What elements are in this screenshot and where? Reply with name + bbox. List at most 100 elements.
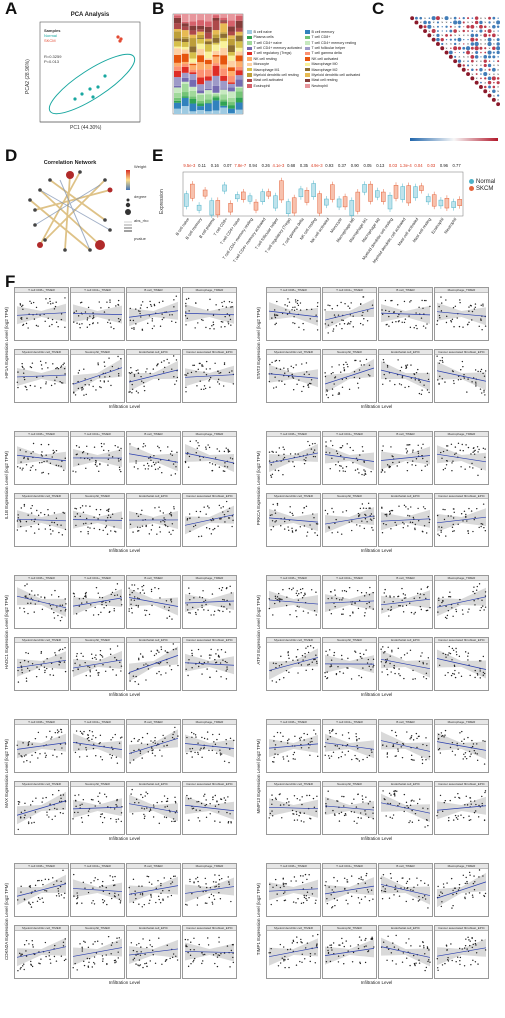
gene-ylabel: CDKN2A Expression Level (log2 TPM) (4, 883, 9, 960)
scatter-plot-title: T cell CD8+_TIMER (267, 432, 320, 437)
scatter-plot: Cancer associated fibroblast_EPIC (434, 349, 489, 403)
scatter-plot: Myeloid dendritic cell_TIMER (266, 781, 321, 835)
bar-segment (174, 100, 181, 103)
svg-text:×: × (484, 81, 486, 85)
scatter-plot-title: T cell CD4+_TIMER (71, 864, 124, 869)
bar-segment (204, 88, 212, 91)
scatter-plot-title: Neutrophil_TIMER (71, 926, 124, 931)
scatter-plot: Myeloid dendritic cell_TIMER (14, 925, 69, 979)
infiltration-xlabel: Infiltration Level (360, 980, 393, 985)
pvalue-label: 0.35 (300, 163, 309, 168)
bar-segment (220, 105, 228, 108)
svg-text:×: × (489, 72, 491, 76)
box-normal (413, 186, 418, 199)
panel-label-f: F (5, 272, 16, 291)
box-normal (235, 194, 240, 200)
svg-text:×: × (493, 72, 495, 76)
barplot-legend-label: Neutrophil (311, 83, 328, 88)
bar-segment (212, 44, 220, 51)
scatter-plot: Endothelial cell_EPIC (378, 781, 433, 835)
box-skcm (317, 193, 322, 214)
scatter-plot: Neutrophil_TIMER (322, 925, 377, 979)
bar-segment (197, 25, 205, 30)
scatter-plot-title: T cell CD4+_TIMER (323, 576, 376, 581)
pvalue-label: 4.1e-3 (273, 163, 286, 168)
bar-segment (204, 111, 212, 114)
gene-ylabel: ATF3 Expression Level (log2 TPM) (256, 595, 261, 665)
svg-text:×: × (484, 21, 486, 25)
pvalue-label: 0.96 (440, 163, 449, 168)
scatter-plot-title: Myeloid dendritic cell_TIMER (15, 494, 68, 499)
scatter-plot: Endothelial cell_EPIC (126, 637, 181, 691)
stacked-barplot (172, 13, 244, 115)
svg-text:×: × (424, 16, 426, 20)
gene-ylabel: PRKCA Expression Level (log2 TPM) (256, 451, 261, 526)
bar-segment (181, 66, 189, 73)
box-skcm (228, 203, 233, 213)
box-normal (362, 184, 367, 193)
gene-ylabel: IL1B Expression Level (log2 TPM) (4, 451, 9, 520)
svg-text:×: × (471, 21, 473, 25)
pvalue-label: 0.03 (427, 163, 436, 168)
barplot-legend-label: T cell regulatory (Tregs) (253, 51, 292, 56)
bar-segment (204, 69, 212, 77)
bar-segment (204, 38, 212, 41)
svg-text:×: × (493, 64, 495, 68)
bar-segment (220, 55, 228, 65)
bar-segment (197, 110, 205, 114)
bar-segment (227, 20, 235, 27)
svg-text:×: × (433, 25, 435, 29)
bar-segment (174, 85, 181, 88)
scatter-plot-title: Neutrophil_TIMER (323, 782, 376, 787)
bar-segment (227, 55, 235, 61)
pca-xlabel: PC1 (44.30%) (70, 125, 102, 131)
bar-segment (181, 92, 189, 97)
svg-text:×: × (484, 68, 486, 72)
scatter-plot-title: Cancer associated fibroblast_EPIC (183, 926, 236, 931)
bar-segment (181, 21, 189, 24)
scatter-plot: T cell CD8+_TIMER (266, 719, 321, 773)
barplot-legend-label: B cell naive (253, 30, 272, 34)
bar-segment (235, 87, 243, 92)
box-normal (285, 201, 291, 214)
bar-segment (227, 38, 235, 46)
scatter-plot-title: T cell CD8+_TIMER (15, 288, 68, 293)
scatter-plot-title: B cell_TIMER (127, 864, 180, 869)
bar-segment (204, 21, 212, 27)
bar-segment (204, 90, 212, 95)
svg-text:×: × (497, 64, 499, 68)
boxplot-panel: 9.5e-3 0.11 0.16 0.07 7.8e-7 0.94 0.26 4.1e-3 0.… (159, 152, 503, 270)
scatter-plot: Neutrophil_TIMER (70, 925, 125, 979)
bar-segment (189, 65, 197, 70)
scatter-plot-title: T cell CD4+_TIMER (323, 720, 376, 725)
infiltration-xlabel: Infiltration Level (108, 836, 141, 841)
bar-segment (227, 31, 235, 36)
barplot-legend-label: NK cell activated (311, 56, 339, 61)
pvalue-label: 0.93 (325, 163, 334, 168)
corr-matrix-panel: × × × × × × × × × × × × × × × × × × × × × × × × × × × × × × × × × × × × × × × ×… (380, 8, 505, 146)
pvalue-label: 0.07 (223, 163, 232, 168)
bar-segment (181, 97, 189, 107)
barplot-legend-label: T cell gamma delta (311, 51, 342, 56)
scatter-plot-title: Myeloid dendritic cell_TIMER (267, 350, 320, 355)
bar-segment (212, 56, 220, 64)
scatter-plot-title: Cancer associated fibroblast_EPIC (435, 926, 488, 931)
box-skcm (202, 189, 208, 197)
boxplot-legend: Normal SKCM (469, 178, 495, 192)
scatter-plot-title: Endothelial cell_EPIC (379, 494, 432, 499)
bar-segment (227, 91, 235, 98)
bar-segment (197, 55, 205, 63)
bar-segment (189, 72, 197, 75)
bar-segment (235, 55, 243, 62)
bar-segment (227, 45, 235, 53)
bar-segment (212, 55, 220, 57)
bar-segment (197, 14, 205, 21)
scatter-plot: B cell_TIMER (126, 719, 181, 773)
bar-segment (181, 46, 189, 50)
svg-text:×: × (497, 68, 499, 72)
scatter-plot: T cell CD4+_TIMER (70, 863, 125, 917)
bar-segment (174, 41, 181, 47)
bar-segment (189, 21, 197, 26)
infiltration-xlabel: Infiltration Level (108, 404, 141, 409)
barplot-legend-item: Macrophage M2 (305, 68, 363, 72)
